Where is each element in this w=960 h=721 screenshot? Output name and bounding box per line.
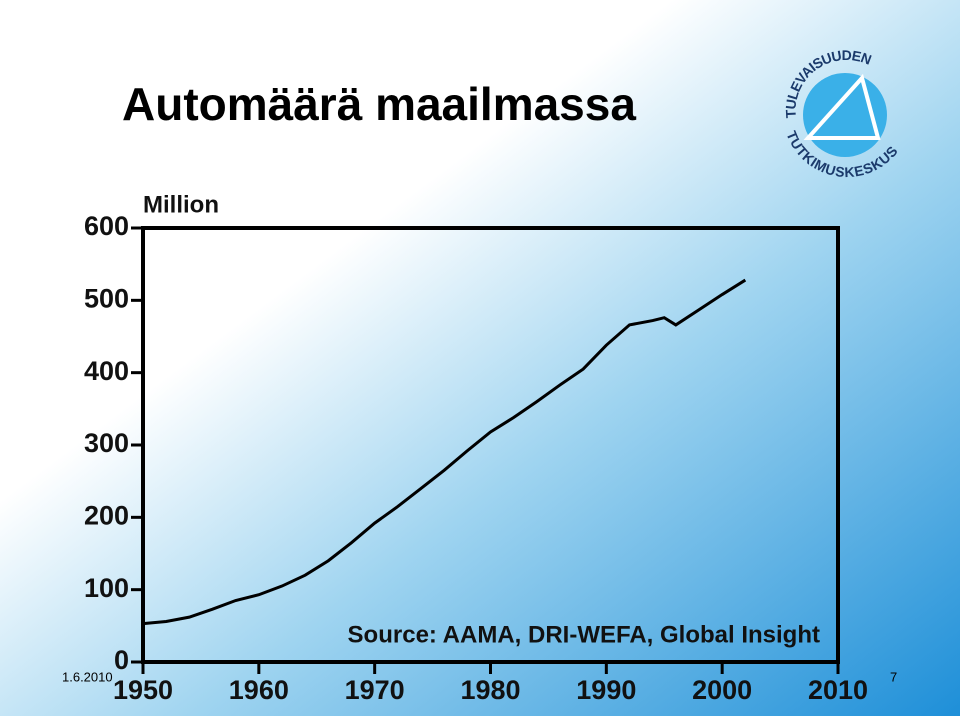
y-tick-label: 200 (84, 500, 129, 530)
y-tick-label: 500 (84, 283, 129, 313)
y-tick-label: 300 (84, 428, 129, 458)
y-tick-label: 600 (84, 211, 129, 241)
x-tick-label: 1990 (576, 675, 636, 705)
logo-triangle (803, 73, 881, 140)
y-tick-label: 0 (114, 645, 129, 675)
logo-circle (803, 73, 887, 157)
x-tick-label: 1980 (460, 675, 520, 705)
x-tick-label: 2010 (808, 675, 868, 705)
footer-page: 7 (890, 669, 897, 684)
y-tick-label: 400 (84, 356, 129, 386)
x-tick-label: 1970 (345, 675, 405, 705)
y-tick-label: 100 (84, 573, 129, 603)
y-axis-label: Million (143, 191, 219, 218)
slide-title: Automäärä maailmassa (122, 78, 636, 130)
annotation: Source: AAMA, DRI-WEFA, Global Insight (348, 621, 820, 648)
x-tick-label: 1950 (113, 675, 173, 705)
x-tick-label: 2000 (692, 675, 752, 705)
footer-date: 1.6.2010 (62, 669, 113, 684)
data-line (142, 278, 747, 626)
logo: TULEVAISUUDEN TUTKIMUSKESKUS (782, 47, 900, 180)
x-tick-label: 1960 (229, 675, 289, 705)
